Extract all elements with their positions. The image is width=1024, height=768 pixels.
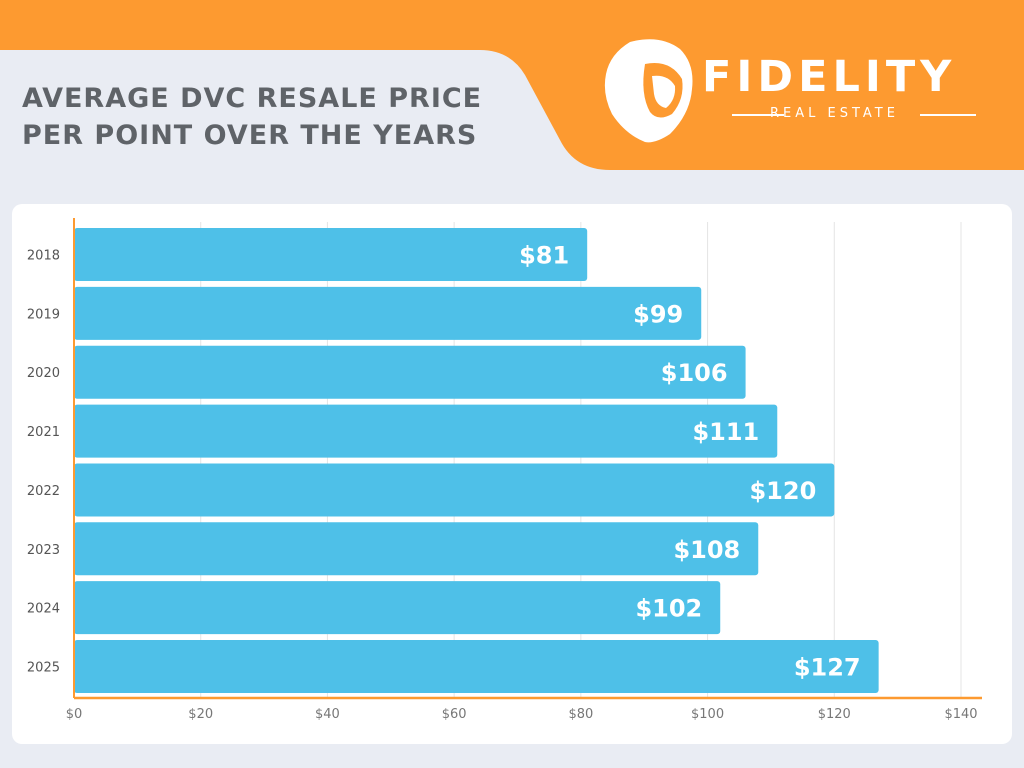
data-label: $106: [661, 359, 728, 387]
data-label: $108: [673, 536, 740, 564]
data-label: $99: [633, 300, 683, 328]
y-tick-label: 2023: [27, 543, 60, 558]
x-tick-label: $20: [188, 707, 213, 722]
bar: [74, 404, 778, 458]
y-tick-label: 2022: [27, 484, 60, 499]
x-tick-label: $60: [442, 707, 467, 722]
divider: [732, 114, 784, 116]
logo-tagline: REAL ESTATE: [770, 106, 899, 121]
data-label: $120: [749, 477, 816, 505]
y-tick-label: 2025: [27, 661, 60, 676]
y-tick-label: 2024: [27, 602, 60, 617]
x-tick-label: $140: [944, 707, 977, 722]
header-background: [0, 0, 1024, 204]
logo: FIDELITY REAL ESTATE: [600, 34, 980, 144]
data-label: $81: [519, 242, 569, 270]
page-title: AVERAGE DVC RESALE PRICE PER POINT OVER T…: [22, 83, 483, 151]
x-tick-label: $0: [66, 707, 83, 722]
data-label: $127: [794, 654, 861, 682]
lion-head-icon: [604, 39, 693, 143]
y-tick-label: 2018: [27, 249, 60, 264]
bar: [74, 640, 879, 694]
y-tick-label: 2019: [27, 307, 60, 322]
x-tick-label: $80: [568, 707, 593, 722]
y-tick-label: 2020: [27, 366, 60, 381]
bar: [74, 345, 746, 399]
bar: [74, 463, 835, 517]
logo-brand: FIDELITY: [702, 52, 957, 102]
x-tick-label: $100: [691, 707, 724, 722]
data-label: $102: [635, 595, 702, 623]
bar: [74, 581, 721, 635]
bar: [74, 228, 588, 281]
x-tick-label: $120: [818, 707, 851, 722]
x-tick-label: $40: [315, 707, 340, 722]
data-label: $111: [692, 418, 759, 446]
divider: [920, 114, 976, 116]
y-tick-label: 2021: [27, 425, 60, 440]
bar: [74, 286, 702, 340]
bar: [74, 522, 759, 576]
